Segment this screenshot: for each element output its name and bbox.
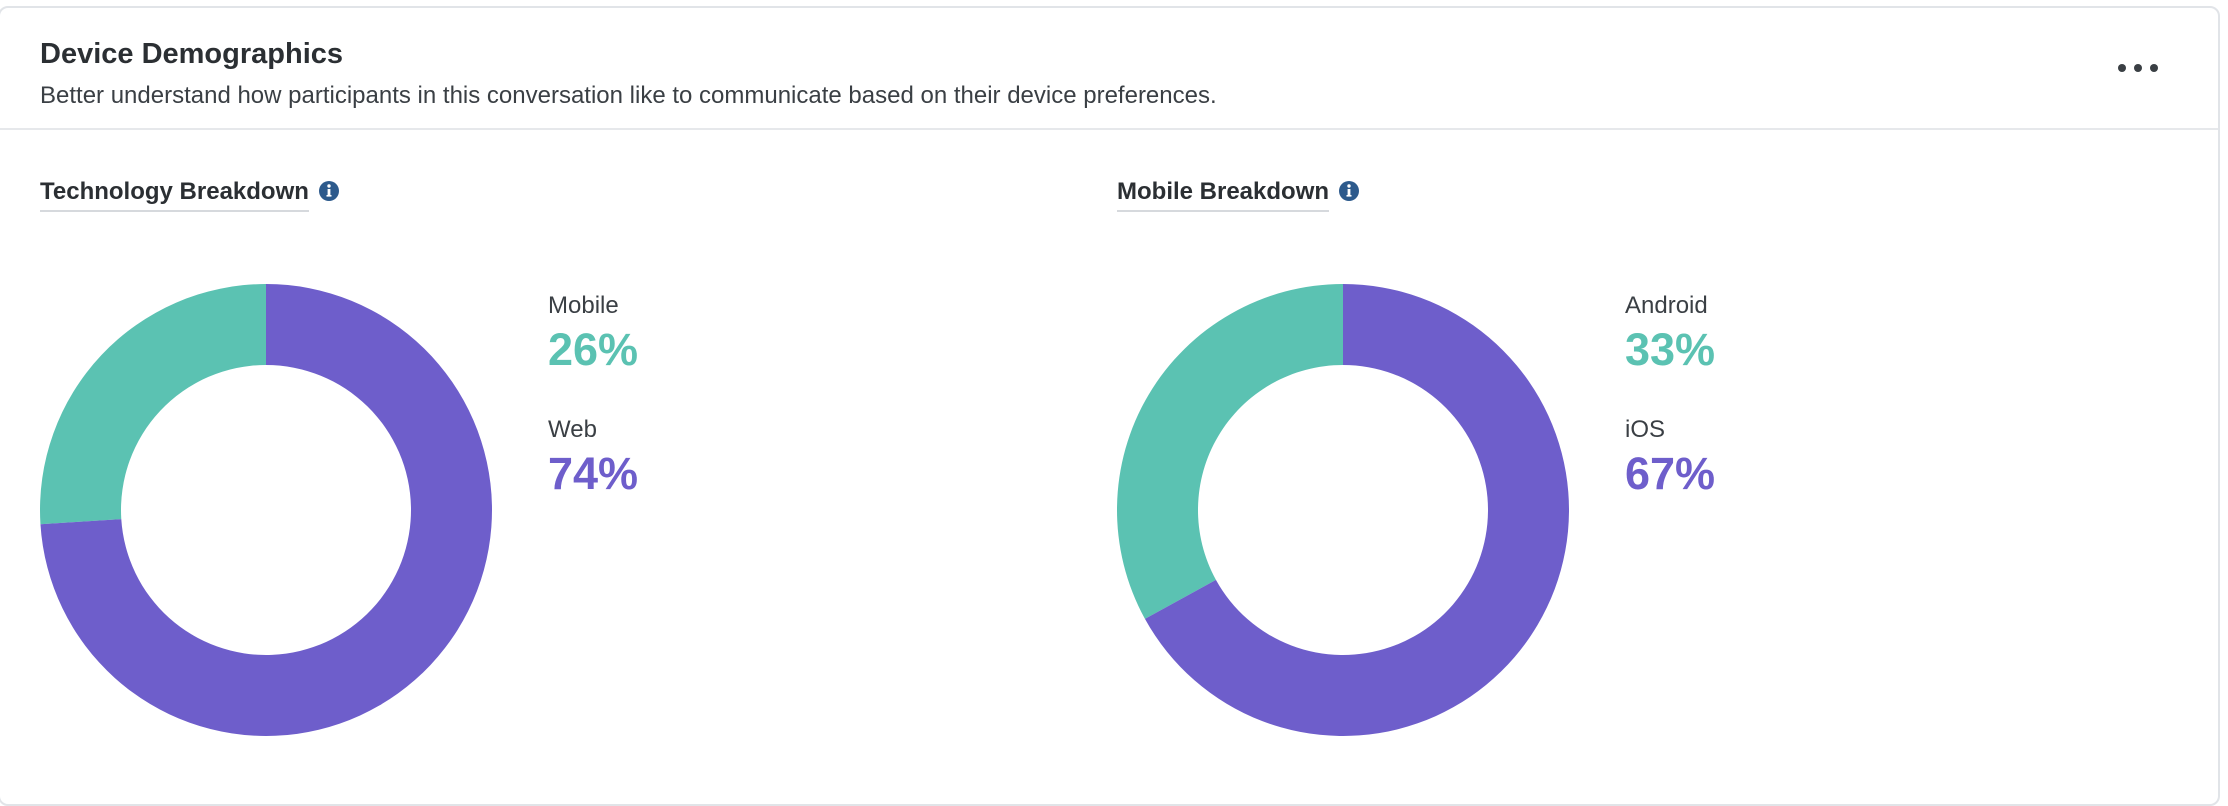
legend-item-mobile: Mobile 26%	[548, 292, 638, 376]
technology-donut-chart	[40, 284, 492, 736]
card-title: Device Demographics	[40, 38, 344, 70]
mobile-breakdown-title[interactable]: Mobile Breakdown	[1117, 178, 1330, 212]
legend-label: iOS	[1625, 416, 1666, 443]
card-header: Device Demographics Better understand ho…	[0, 8, 2218, 130]
donut-slice-android[interactable]	[1117, 284, 1343, 619]
legend-label: Mobile	[548, 292, 619, 319]
donut-slice-mobile[interactable]	[40, 284, 266, 525]
legend-item-android: Android 33%	[1625, 292, 1715, 376]
mobile-legend: Android 33% iOS 67%	[1625, 292, 1715, 540]
technology-legend: Mobile 26% Web 74%	[548, 292, 638, 540]
legend-value: 74%	[548, 448, 639, 499]
legend-item-web: Web 74%	[548, 416, 638, 500]
technology-breakdown-panel: Technology Breakdown Mobile 26% Web 74%	[40, 170, 800, 770]
donut-slice-ios[interactable]	[1144, 284, 1569, 736]
legend-item-ios: iOS 67%	[1625, 416, 1715, 500]
more-options-button[interactable]	[2118, 58, 2158, 78]
legend-value: 67%	[1625, 448, 1716, 499]
donut-slice-web[interactable]	[40, 284, 492, 736]
technology-breakdown-title[interactable]: Technology Breakdown	[40, 178, 309, 212]
more-horizontal-icon	[2118, 64, 2126, 72]
info-icon[interactable]	[1338, 180, 1360, 202]
legend-value: 26%	[548, 324, 639, 375]
card-subtitle: Better understand how participants in th…	[40, 82, 1217, 109]
mobile-donut-chart	[1117, 284, 1569, 736]
more-horizontal-icon-dot	[2134, 64, 2142, 72]
legend-label: Android	[1625, 292, 1708, 319]
legend-label: Web	[548, 416, 597, 443]
legend-value: 33%	[1625, 324, 1716, 375]
mobile-breakdown-panel: Mobile Breakdown Android 33% iOS 67%	[1117, 170, 1877, 770]
more-horizontal-icon-dot	[2150, 64, 2158, 72]
info-icon[interactable]	[318, 180, 340, 202]
